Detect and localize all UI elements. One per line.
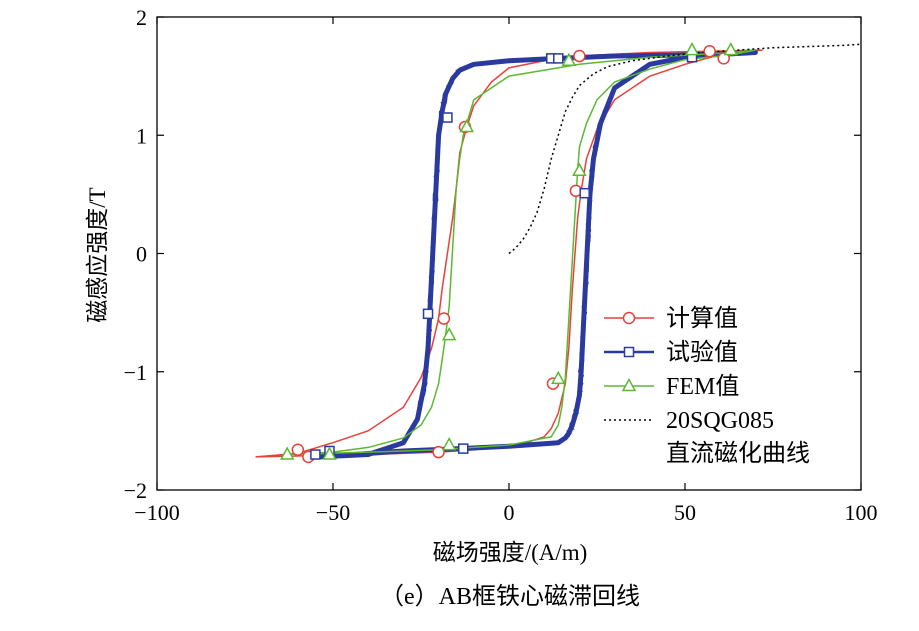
legend-marker-triangle [621, 377, 637, 392]
legend-marker-circle [622, 311, 636, 325]
series-lines [255, 43, 861, 460]
x-tick-label: 0 [504, 500, 515, 525]
y-tick-label: 0 [136, 242, 147, 267]
series-marker-triangle [322, 446, 337, 460]
legend-label: FEM值 [666, 373, 739, 400]
series-marker-triangle [279, 446, 295, 460]
series-marker-circle [291, 443, 305, 457]
series-marker-square [310, 449, 321, 460]
legend-label: 计算值 [666, 305, 738, 332]
series-marker-square [422, 308, 434, 320]
legend-label: 直流磁化曲线 [666, 440, 810, 467]
series-line-triangle [283, 49, 756, 456]
series-marker-circle [703, 45, 716, 58]
series-marker-circle [437, 312, 451, 325]
legend-label: 20SQG085 [666, 408, 774, 434]
series-marker-circle [717, 52, 730, 65]
x-axis-title: 磁场强度/(A/m) [433, 540, 588, 565]
series-line-measured [318, 49, 758, 460]
y-tick-label: 2 [136, 5, 147, 30]
series-marker-triangle [441, 436, 457, 451]
y-tick-label: 1 [136, 123, 147, 148]
series-markers [279, 42, 739, 464]
legend-label: 试验值 [666, 339, 738, 366]
figure-caption: （e）AB框铁心磁滞回线 [380, 583, 640, 610]
series-marker-square [442, 112, 453, 123]
series-marker-triangle [561, 52, 577, 67]
series-marker-circle [573, 49, 586, 63]
series-marker-circle [432, 445, 445, 459]
series-marker-triangle [551, 370, 566, 385]
x-tick-label: −100 [134, 500, 179, 525]
y-tick-label: −1 [124, 360, 147, 385]
series-marker-square [457, 443, 469, 454]
x-tick-label: −50 [316, 500, 350, 525]
x-tick-label: 50 [674, 500, 696, 525]
series-marker-triangle [572, 162, 587, 176]
legend-marker-square [623, 346, 635, 358]
axis-ticks: −100 −50 0 50 100 −2 −1 0 1 2 [124, 5, 878, 525]
series-marker-triangle [441, 327, 457, 341]
x-tick-label: 100 [845, 500, 878, 525]
y-tick-label: −2 [124, 478, 147, 503]
series-marker-square [553, 53, 564, 64]
series-marker-triangle [684, 42, 700, 56]
series-line-measured-noise [318, 51, 756, 458]
series-marker-triangle [723, 42, 739, 56]
y-axis-title: 磁感应强度/T [85, 187, 110, 322]
series-line-dc-curve [508, 43, 861, 255]
series-marker-triangle [459, 118, 475, 133]
series-marker-square [579, 187, 590, 199]
